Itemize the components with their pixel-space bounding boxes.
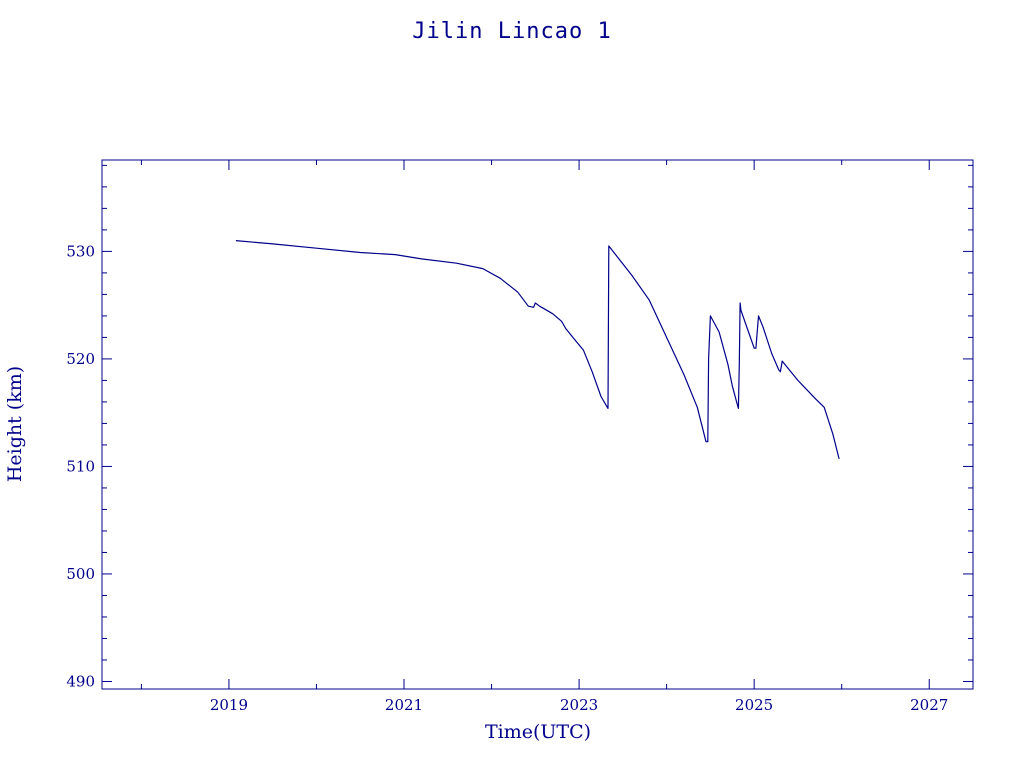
y-tick-label: 520	[66, 350, 95, 368]
height-series-line	[235, 240, 840, 460]
axis-ticks	[102, 160, 973, 689]
x-axis-label: Time(UTC)	[485, 721, 591, 743]
x-tick-labels: 2019 2021 2023 2025 2027	[210, 696, 948, 714]
plot-frame	[101, 159, 974, 690]
y-tick-labels: 490 500 510 520 530	[66, 242, 95, 690]
y-tick-label: 530	[66, 242, 95, 260]
y-tick-label: 510	[66, 457, 95, 475]
x-tick-label: 2023	[560, 696, 598, 714]
y-tick-label: 500	[66, 565, 95, 583]
y-axis-label: Height (km)	[4, 366, 26, 482]
x-tick-label: 2021	[385, 696, 423, 714]
x-tick-label: 2025	[735, 696, 773, 714]
chart-title: Jilin Lincao 1	[412, 19, 611, 44]
y-tick-label: 490	[66, 672, 95, 690]
x-tick-label: 2019	[210, 696, 248, 714]
x-tick-label: 2027	[910, 696, 948, 714]
